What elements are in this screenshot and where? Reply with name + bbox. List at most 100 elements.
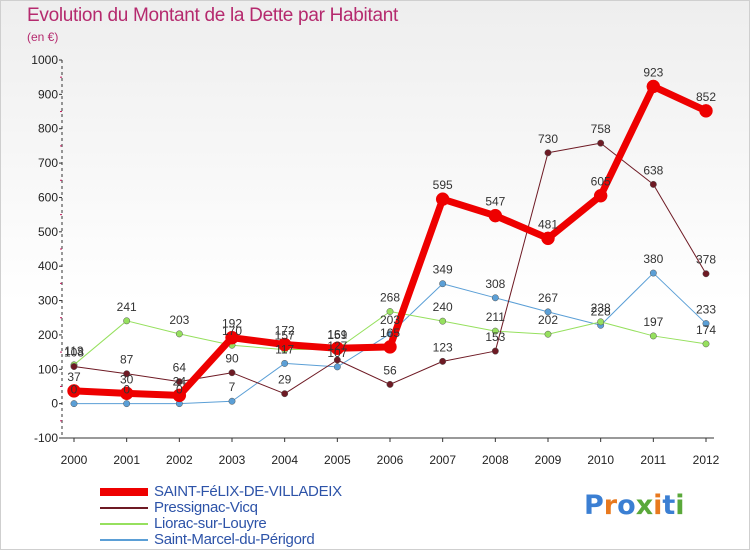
data-point bbox=[228, 369, 236, 377]
data-point bbox=[491, 294, 499, 302]
data-label: 203 bbox=[169, 313, 189, 327]
data-point bbox=[544, 308, 552, 316]
data-point bbox=[225, 330, 239, 345]
data-point bbox=[333, 363, 341, 371]
data-label: 481 bbox=[538, 217, 558, 231]
x-tick-label: 2004 bbox=[271, 453, 298, 467]
data-label: 174 bbox=[696, 323, 716, 337]
data-label: 595 bbox=[433, 178, 453, 192]
data-label: 267 bbox=[538, 291, 558, 305]
chart-unit: (en €) bbox=[27, 30, 59, 44]
logo-letter: P bbox=[584, 490, 604, 521]
y-tick-label: 600 bbox=[38, 190, 58, 204]
y-tick-label: 700 bbox=[38, 156, 58, 170]
data-point bbox=[439, 317, 447, 325]
data-point bbox=[386, 308, 394, 315]
data-label: 87 bbox=[120, 353, 134, 367]
data-label: 0 bbox=[176, 383, 183, 397]
data-labels-layer: 0 0 0 7 117 107 203 349 308 267 228 380 233 113 241 203… bbox=[64, 65, 716, 396]
data-label: 547 bbox=[485, 195, 505, 209]
data-label: 378 bbox=[696, 253, 716, 267]
data-point bbox=[439, 280, 447, 288]
data-point bbox=[281, 359, 289, 367]
y-tick-label: 200 bbox=[38, 328, 58, 342]
data-label: 228 bbox=[591, 304, 611, 318]
data-point bbox=[597, 318, 605, 326]
data-label: 211 bbox=[486, 310, 505, 324]
x-tick-label: 2008 bbox=[482, 453, 509, 467]
data-label: 123 bbox=[433, 340, 453, 354]
y-tick-label: 300 bbox=[38, 294, 58, 308]
data-point bbox=[649, 180, 657, 188]
legend-swatch bbox=[100, 507, 148, 509]
data-label: 107 bbox=[327, 346, 347, 360]
data-point bbox=[597, 139, 605, 147]
data-label: 238 bbox=[591, 301, 611, 315]
data-point bbox=[67, 384, 81, 398]
data-label: 605 bbox=[591, 175, 611, 189]
data-point bbox=[330, 341, 345, 356]
data-point bbox=[702, 320, 710, 328]
data-point bbox=[123, 317, 131, 325]
chart-title: Evolution du Montant de la Dette par Hab… bbox=[27, 5, 398, 26]
data-label: 165 bbox=[380, 326, 400, 340]
data-label: 108 bbox=[64, 346, 84, 360]
data-point bbox=[281, 390, 289, 398]
data-label: 24 bbox=[173, 374, 187, 388]
data-label: 153 bbox=[485, 330, 505, 344]
axes: -100010020030040050060070080090010002000… bbox=[31, 53, 719, 467]
data-point bbox=[119, 386, 134, 401]
x-tick-label: 2005 bbox=[324, 453, 351, 467]
logo-letter: o bbox=[617, 490, 636, 521]
data-label: 157 bbox=[275, 329, 295, 343]
x-tick-label: 2011 bbox=[640, 453, 666, 467]
x-tick-label: 2012 bbox=[693, 453, 720, 467]
data-point bbox=[383, 340, 397, 354]
legend-label: Liorac-sur-Louyre bbox=[154, 515, 267, 532]
x-tick-label: 2006 bbox=[377, 453, 404, 467]
data-label: 159 bbox=[327, 328, 347, 342]
y-tick-label: 400 bbox=[38, 259, 58, 273]
data-label: 202 bbox=[538, 313, 558, 327]
data-label: 7 bbox=[229, 380, 236, 394]
data-label: 380 bbox=[643, 252, 663, 266]
data-label: 113 bbox=[64, 344, 83, 358]
data-point bbox=[649, 332, 657, 340]
data-point bbox=[123, 370, 131, 378]
data-point bbox=[646, 79, 661, 94]
y-tick-label: 0 bbox=[51, 397, 58, 411]
data-label: 29 bbox=[278, 373, 292, 387]
legend-label: Pressignac-Vicq bbox=[154, 499, 258, 516]
data-label: 233 bbox=[696, 303, 716, 317]
data-label: 638 bbox=[643, 163, 663, 177]
data-point bbox=[699, 104, 713, 118]
logo-letter: t bbox=[662, 490, 676, 521]
data-label: 758 bbox=[591, 122, 611, 136]
data-label: 852 bbox=[696, 90, 716, 104]
data-label: 268 bbox=[380, 291, 400, 305]
y-tick-label: 800 bbox=[38, 122, 58, 136]
data-point bbox=[491, 347, 499, 355]
data-label: 192 bbox=[222, 317, 242, 331]
data-point bbox=[702, 340, 710, 348]
x-tick-label: 2009 bbox=[535, 453, 562, 467]
x-tick-label: 2002 bbox=[166, 453, 193, 467]
data-point bbox=[544, 149, 552, 157]
logo-letter: r bbox=[603, 490, 618, 521]
data-point bbox=[541, 231, 555, 246]
data-label: 37 bbox=[67, 370, 81, 384]
data-label: 170 bbox=[222, 324, 242, 338]
data-point bbox=[228, 397, 236, 405]
data-label: 127 bbox=[327, 339, 347, 353]
data-label: 308 bbox=[485, 277, 505, 291]
data-label: 117 bbox=[275, 342, 294, 356]
x-tick-label: 2001 bbox=[113, 453, 140, 467]
data-point bbox=[491, 327, 499, 335]
x-tick-label: 2007 bbox=[429, 453, 456, 467]
data-label: 730 bbox=[538, 132, 558, 146]
data-point bbox=[702, 270, 710, 278]
data-point bbox=[593, 188, 608, 203]
data-label: 56 bbox=[383, 363, 397, 377]
data-label: 349 bbox=[433, 263, 453, 277]
data-label: 161 bbox=[327, 327, 347, 341]
